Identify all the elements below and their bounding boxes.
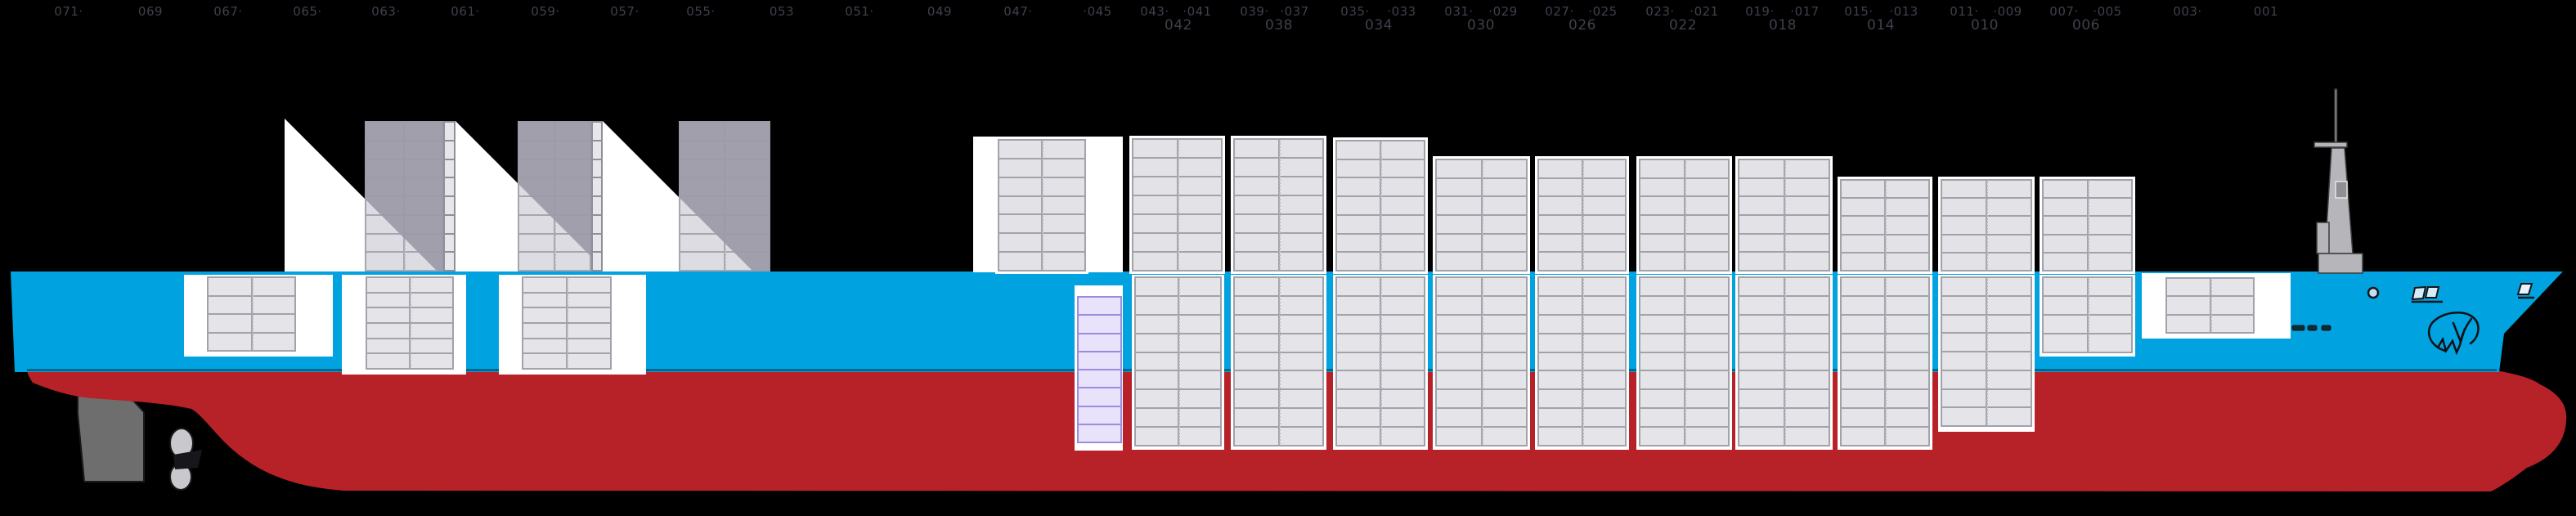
bay-label-061[interactable]: 061· [451, 4, 479, 19]
bay-label-063[interactable]: 063· [371, 4, 400, 19]
bay-label-026[interactable]: 026 [1568, 17, 1596, 34]
bay-label-006[interactable]: 006 [2072, 17, 2100, 34]
bay-label-030[interactable]: 030 [1467, 17, 1495, 34]
bay-label-049[interactable]: 049 [927, 4, 952, 19]
bay-label-003[interactable]: 003· [2173, 4, 2201, 19]
bay-label-038[interactable]: 038 [1265, 17, 1293, 34]
bay-label-065[interactable]: 065· [293, 4, 321, 19]
bay-label-010[interactable]: 010 [1971, 17, 1999, 34]
bay-label-069[interactable]: 069 [138, 4, 163, 19]
bay-label-022[interactable]: 022 [1669, 17, 1697, 34]
bay-label-053[interactable]: 053 [770, 4, 794, 19]
vessel-profile-canvas: 071· 069 067· 065· 063· 061· 059· 057· 055· 053 05… [0, 0, 2576, 516]
bay-label-059[interactable]: 059· [531, 4, 559, 19]
bay-number-header: 071· 069 067· 065· 063· 061· 059· 057· 055· 053 05… [0, 0, 2576, 516]
bay-label-055[interactable]: 055· [686, 4, 715, 19]
bay-label-067[interactable]: 067· [213, 4, 242, 19]
bay-label-071[interactable]: 071· [54, 4, 83, 19]
bay-label-014[interactable]: 014 [1867, 17, 1895, 34]
bay-label-045[interactable]: ·045 [1083, 4, 1111, 19]
bay-label-018[interactable]: 018 [1769, 17, 1797, 34]
bay-label-047[interactable]: 047· [1003, 4, 1032, 19]
bay-label-057[interactable]: 057· [610, 4, 639, 19]
bay-label-001[interactable]: 001 [2254, 4, 2278, 19]
bay-label-051[interactable]: 051· [845, 4, 873, 19]
bay-label-034[interactable]: 034 [1365, 17, 1393, 34]
bay-label-042[interactable]: 042 [1165, 17, 1192, 34]
